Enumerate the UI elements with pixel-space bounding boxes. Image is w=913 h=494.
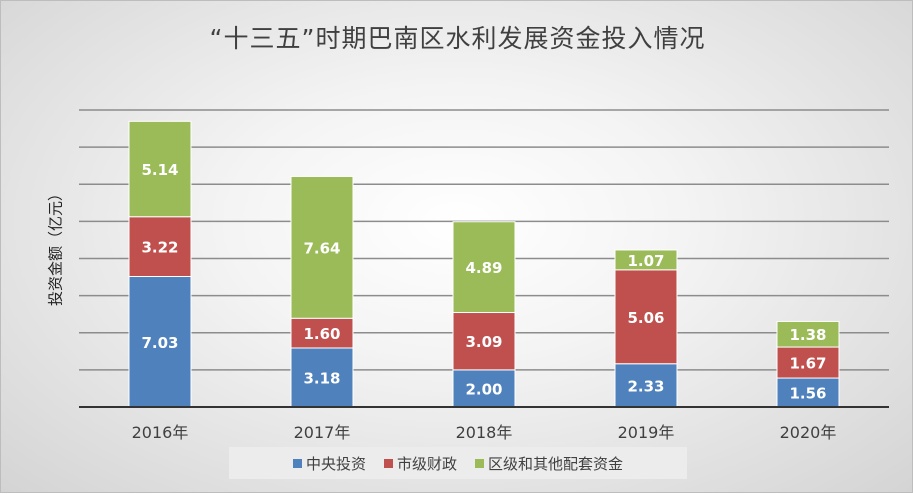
x-tick-label: 2020年 bbox=[780, 423, 837, 442]
data-label: 3.09 bbox=[465, 333, 502, 351]
x-tick-label: 2016年 bbox=[132, 423, 189, 442]
data-label: 1.38 bbox=[789, 326, 826, 344]
x-tick-label: 2019年 bbox=[618, 423, 675, 442]
data-label: 3.22 bbox=[141, 239, 178, 257]
data-label: 7.64 bbox=[303, 239, 340, 257]
bar-segment bbox=[776, 377, 840, 408]
legend-swatch bbox=[292, 458, 302, 468]
bar-segment bbox=[776, 346, 840, 379]
data-label: 2.33 bbox=[627, 377, 664, 395]
legend-swatch bbox=[383, 458, 393, 468]
data-label: 5.14 bbox=[141, 161, 178, 179]
data-label: 7.03 bbox=[141, 334, 178, 352]
legend-label: 区级和其他配套资金 bbox=[488, 454, 624, 473]
x-tick-label: 2018年 bbox=[456, 423, 513, 442]
legend: 中央投资 市级财政 区级和其他配套资金 bbox=[229, 447, 687, 479]
data-label: 2.00 bbox=[465, 380, 502, 398]
data-label: 4.89 bbox=[465, 259, 502, 277]
bar-segment bbox=[614, 249, 678, 271]
bar-segment bbox=[614, 363, 678, 408]
data-label: 5.06 bbox=[627, 309, 664, 327]
bar-segment bbox=[290, 317, 354, 349]
bar-segment bbox=[128, 120, 192, 218]
x-tick-label: 2017年 bbox=[294, 423, 351, 442]
bar-segment bbox=[290, 175, 354, 319]
legend-label: 中央投资 bbox=[305, 454, 366, 473]
bar-segment bbox=[452, 221, 516, 314]
bar-segment bbox=[290, 347, 354, 408]
bar-segment bbox=[128, 216, 192, 278]
bar-segment bbox=[128, 276, 192, 408]
bar-segment bbox=[776, 320, 840, 348]
data-label: 3.18 bbox=[303, 369, 340, 387]
chart-title: “十三五”时期巴南区水利发展资金投入情况 bbox=[209, 24, 706, 53]
data-label: 1.07 bbox=[627, 252, 664, 270]
data-label: 1.67 bbox=[789, 355, 826, 373]
bar-segment bbox=[614, 269, 678, 365]
data-label: 1.56 bbox=[789, 385, 826, 403]
legend-item: 市级财政 bbox=[383, 453, 457, 474]
data-label: 1.60 bbox=[303, 325, 340, 343]
legend-item: 中央投资 bbox=[292, 453, 366, 474]
legend-label: 市级财政 bbox=[396, 454, 457, 473]
legend-swatch bbox=[475, 458, 484, 468]
legend-item: 区级和其他配套资金 bbox=[475, 453, 623, 474]
